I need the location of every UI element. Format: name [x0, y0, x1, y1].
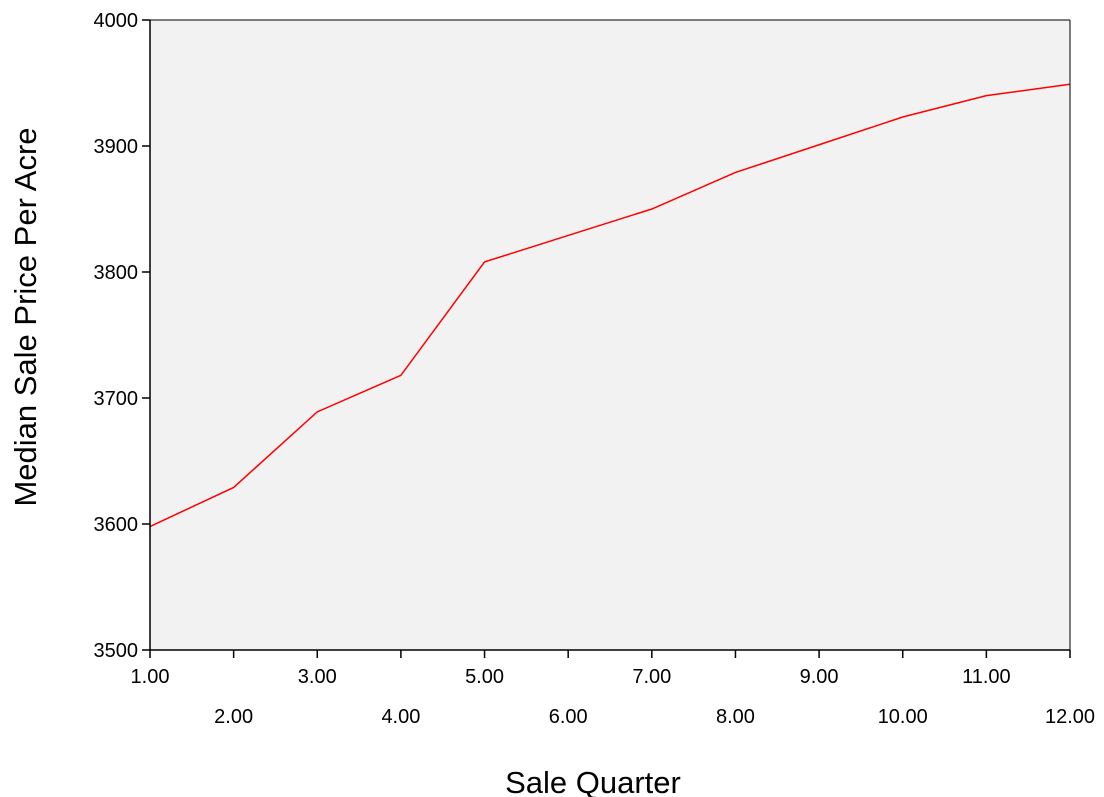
- x-tick-label: 4.00: [381, 706, 420, 728]
- y-axis-title: Median Sale Price Per Acre: [8, 127, 43, 506]
- plot-area: [150, 20, 1070, 650]
- y-tick-label: 3900: [94, 136, 139, 158]
- y-tick-label: 4000: [94, 10, 139, 32]
- x-tick-label: 11.00: [962, 666, 1011, 688]
- y-tick-label: 3800: [94, 262, 139, 284]
- x-tick-label: 6.00: [549, 706, 588, 728]
- y-tick-group: 3500 3600 3700 3800 3900 4000: [94, 10, 151, 662]
- y-tick-label: 3700: [94, 388, 139, 410]
- x-tick-label: 9.00: [800, 666, 839, 688]
- x-tick-label: 1.00: [131, 666, 170, 688]
- y-tick-label: 3500: [94, 640, 139, 662]
- x-tick-label: 2.00: [214, 706, 253, 728]
- y-tick-label: 3600: [94, 514, 139, 536]
- x-tick-label: 5.00: [465, 666, 504, 688]
- x-axis-title: Sale Quarter: [505, 765, 681, 797]
- x-tick-label: 3.00: [298, 666, 337, 688]
- x-tick-label: 8.00: [716, 706, 755, 728]
- x-tick-group: 1.00 2.00 3.00 4.00 5.00 6.00 7.00 8.00 9.00 10.0…: [131, 650, 1096, 728]
- x-tick-label: 10.00: [878, 706, 928, 728]
- x-tick-label: 12.00: [1045, 706, 1095, 728]
- x-tick-label: 7.00: [632, 666, 671, 688]
